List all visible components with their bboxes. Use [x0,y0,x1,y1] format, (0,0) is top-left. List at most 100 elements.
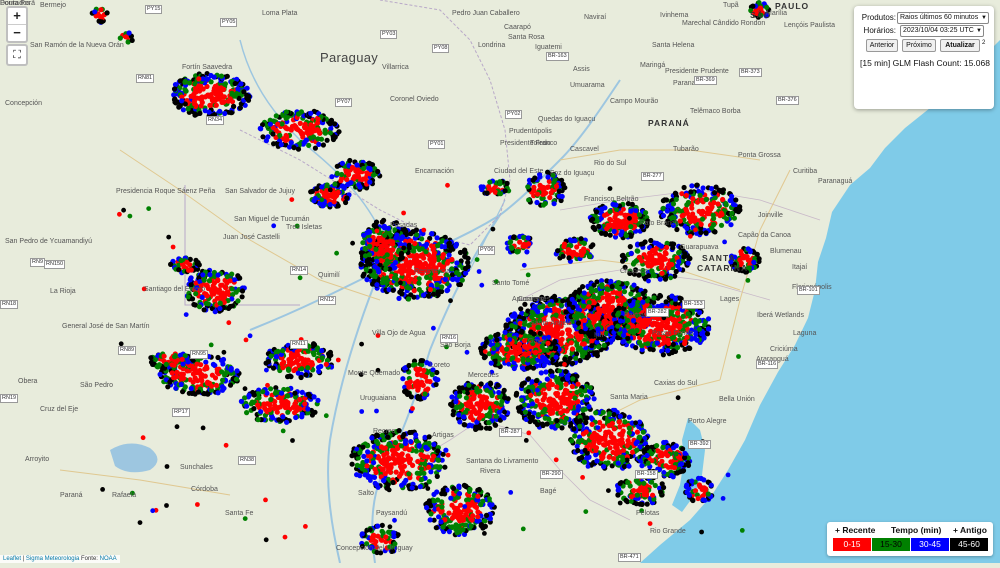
lightning-strike [349,461,355,467]
lightning-strike [271,141,277,147]
lightning-strike [416,443,422,449]
lightning-strike [577,388,584,394]
lightning-strike [450,276,456,282]
lightning-strike [489,392,495,399]
lightning-strike [484,402,490,408]
lightning-strike [424,274,430,280]
lightning-strike [310,134,317,140]
lightning-strike [628,328,634,334]
lightning-strike [396,473,403,479]
lightning-strike [420,453,426,459]
lightning-strike [211,74,217,80]
lightning-strike [457,419,463,425]
lightning-strike [312,195,318,201]
lightning-strike [521,338,528,344]
lightning-strike [405,453,411,459]
lightning-strike [327,130,333,136]
lightning-strike [587,313,593,319]
lightning-strike [493,332,499,338]
lightning-strike [544,307,550,313]
lightning-strike [291,145,297,151]
lightning-strike [532,419,538,425]
lightning-strike [470,501,476,507]
lightning-strike [627,244,633,250]
lightning-strike [456,412,462,418]
lightning-strike [484,387,490,393]
lightning-strike [645,341,651,347]
lightning-strike [661,439,667,446]
lightning-strike [392,275,398,281]
lightning-strike [675,344,681,351]
lightning-strike [577,357,583,364]
lightning-strike [332,181,338,187]
lightning-strike [334,170,340,176]
lightning-strike [460,514,466,521]
lightning-strike [367,161,373,167]
lightning-strike [306,142,312,148]
lightning-strike [456,385,462,391]
lightning-strike [383,280,390,286]
lightning-strike [308,110,314,116]
lightning-strike [384,252,390,258]
lightning-strike [222,81,228,87]
lightning-strike [645,444,651,450]
lightning-strike [362,253,369,259]
lightning-strike [339,160,345,166]
lightning-strike [698,229,704,236]
lightning-strike [197,110,203,116]
lightning-strike [461,248,467,254]
lightning-strike [399,466,405,472]
lightning-strike [483,512,490,519]
lightning-strike [699,331,705,337]
lightning-strike [486,413,492,419]
lightning-strike [515,357,521,363]
lightning-strike [613,202,619,208]
lightning-strike [327,201,333,208]
lightning-strike [197,95,203,101]
lightning-strike [599,283,605,290]
lightning-strike [391,448,397,454]
lightning-strike [242,102,248,108]
lightning-strike [459,277,465,283]
lightning-strike [633,345,639,351]
lightning-strike [207,102,213,108]
lightning-strike [568,340,574,346]
lightning-strike [335,203,341,209]
lightning-strike [664,208,670,214]
lightning-strike [562,387,569,393]
lightning-strike [417,484,423,490]
lightning-strike [180,107,186,113]
lightning-strike [647,346,653,352]
lightning-strike [621,463,628,470]
lightning-strike [483,395,490,401]
lightning-strike [270,131,276,137]
lightning-strike [297,128,303,135]
lightning-strike [619,430,625,437]
lightning-strike [381,242,387,248]
lightning-strike [411,288,417,294]
lightning-strike [202,108,208,114]
lightning-strike [364,170,370,176]
lightning-strike [729,193,735,199]
lightning-strike [393,235,399,241]
lightning-strike [362,245,368,251]
lightning-strike [467,422,473,428]
lightning-strike [357,473,363,479]
lightning-strike [504,346,510,352]
lightning-strike [412,260,418,266]
lightning-strike [599,206,605,212]
lightning-strike [690,196,696,202]
lightning-strike [182,101,188,107]
lightning-strike [569,346,576,352]
lightning-strike [431,491,437,497]
lightning-strike [364,458,370,464]
lightning-strike [692,317,698,323]
lightning-strike [380,466,386,472]
lightning-strike [362,176,368,182]
lightning-strike [633,208,639,214]
lightning-strike [609,283,615,290]
lightning-strike [208,79,214,85]
lightning-strike [275,121,281,127]
lightning-strike [640,429,646,435]
